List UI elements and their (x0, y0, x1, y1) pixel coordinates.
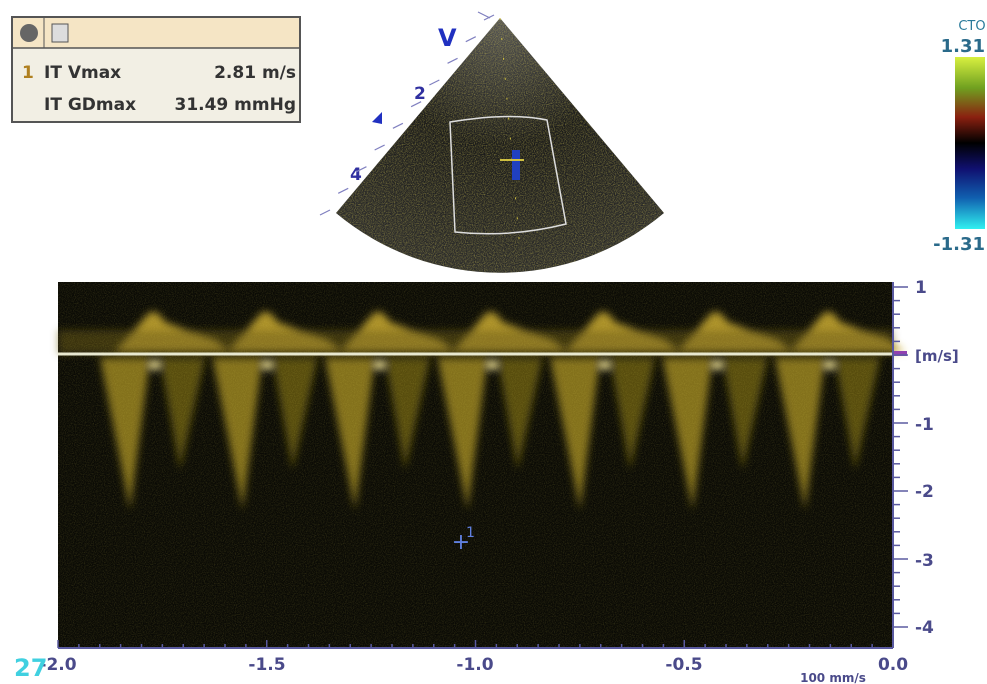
color-bar-title: CTO (958, 19, 985, 34)
depth-tick (374, 144, 385, 151)
x-label: -1.5 (248, 655, 285, 675)
color-bar-min: -1.31 (933, 234, 985, 255)
frame-number: 27 (14, 654, 47, 682)
measurement-box: 1 IT Vmax 2.81 m/s IT GDmax 31.49 mmHg (11, 16, 301, 123)
color-bar-max: 1.31 (941, 36, 985, 57)
depth-label: 2 (414, 84, 426, 104)
tool-icon[interactable] (51, 23, 69, 43)
depth-tick (392, 122, 404, 129)
sector-image: V 2 4 (319, 11, 664, 273)
cursor[interactable]: + (452, 530, 470, 555)
x-label: -1.0 (456, 655, 493, 675)
depth-label: 4 (350, 165, 362, 185)
y-label: -3 (915, 551, 934, 571)
row-label: IT Vmax (44, 63, 121, 83)
y-label: -4 (915, 618, 934, 638)
sweep-speed: 100 mm/s (800, 671, 866, 684)
depth-tick (410, 101, 422, 108)
y-label: -1 (915, 415, 934, 435)
row-value: 31.49 mmHg (174, 95, 296, 115)
depth-tick (483, 14, 495, 21)
y-unit: [m/s] (915, 347, 959, 365)
row-value: 2.81 m/s (214, 63, 296, 83)
depth-tick (319, 209, 331, 216)
depth-tick (337, 187, 349, 194)
row-index: 1 (22, 63, 34, 83)
depth-tick (447, 57, 458, 64)
x-label: -0.5 (665, 655, 702, 675)
depth-tick (356, 166, 367, 173)
doppler-panel: + 1 1 [m/s] -1 -2 -3 -4 -2.0 -1.5 -1.0 -… (14, 278, 959, 684)
record-icon[interactable] (20, 24, 38, 42)
cursor-label: 1 (466, 525, 475, 541)
mode-label: V (438, 24, 457, 52)
color-bar: CTO 1.31 -1.31 (933, 19, 986, 255)
y-label: 1 (915, 278, 927, 298)
x-label: -2.0 (39, 655, 76, 675)
x-label: 0.0 (878, 655, 908, 675)
depth-tick (429, 79, 440, 86)
row-label: IT GDmax (44, 95, 136, 115)
depth-tick (465, 36, 477, 43)
y-label: -2 (915, 482, 934, 502)
